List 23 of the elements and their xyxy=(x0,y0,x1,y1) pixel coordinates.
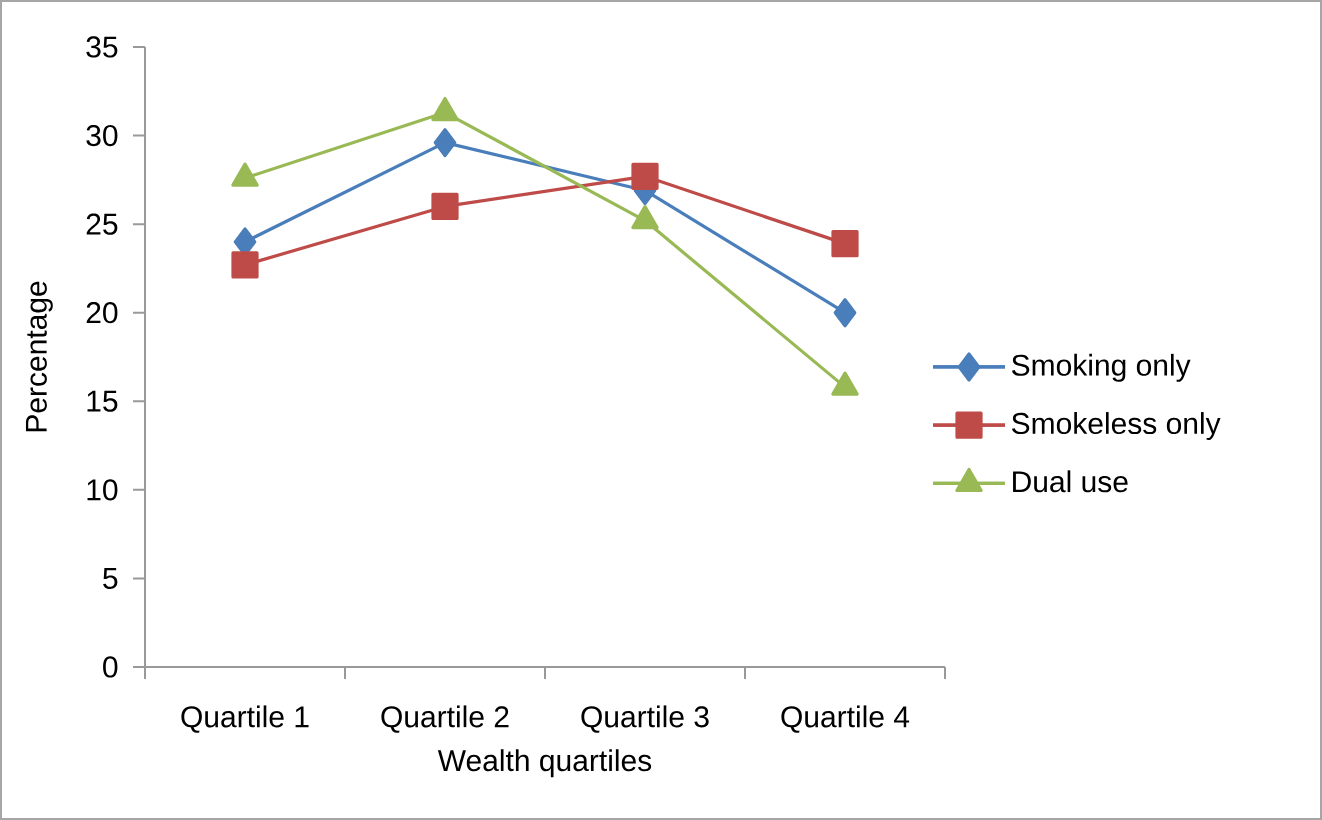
x-tick-label: Quartile 2 xyxy=(381,705,509,733)
x-axis-title: Wealth quartiles xyxy=(437,749,652,778)
point xyxy=(431,192,459,221)
legend-label: Smokeless only xyxy=(1011,412,1221,441)
y-tick-label: 5 xyxy=(103,567,118,589)
y-tick-label: 15 xyxy=(87,390,118,412)
point xyxy=(433,128,457,158)
point xyxy=(833,298,857,328)
y-tick-label: 35 xyxy=(86,36,118,58)
x-tick-label: Quartile 4 xyxy=(781,705,910,733)
y-tick-label: 0 xyxy=(103,656,118,678)
y-tick-label: 10 xyxy=(87,479,118,501)
y-tick-label: 20 xyxy=(86,302,118,324)
point xyxy=(631,162,659,190)
legend-label: Smoking only xyxy=(1011,353,1191,382)
legend-label: Dual use xyxy=(1013,470,1128,493)
x-tick-label: Quartile 1 xyxy=(181,705,309,733)
y-tick-label: 30 xyxy=(86,124,118,147)
point xyxy=(831,230,859,258)
y-tick-label: 25 xyxy=(86,213,118,235)
y-axis-title: Percentage xyxy=(25,281,53,432)
x-tick-label: Quartile 3 xyxy=(581,705,709,733)
point xyxy=(231,251,259,279)
